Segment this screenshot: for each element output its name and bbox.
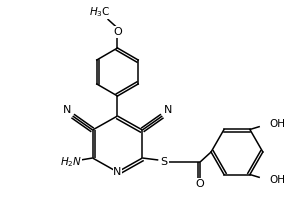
- Text: N: N: [164, 105, 173, 115]
- Text: N: N: [113, 167, 122, 177]
- Text: $H_2N$: $H_2N$: [59, 155, 82, 169]
- Text: OH: OH: [270, 120, 286, 130]
- Text: N: N: [63, 105, 71, 115]
- Text: S: S: [161, 157, 168, 167]
- Text: O: O: [113, 27, 122, 37]
- Text: $H_3$C: $H_3$C: [89, 5, 110, 19]
- Text: O: O: [196, 179, 204, 189]
- Text: OH: OH: [270, 175, 286, 185]
